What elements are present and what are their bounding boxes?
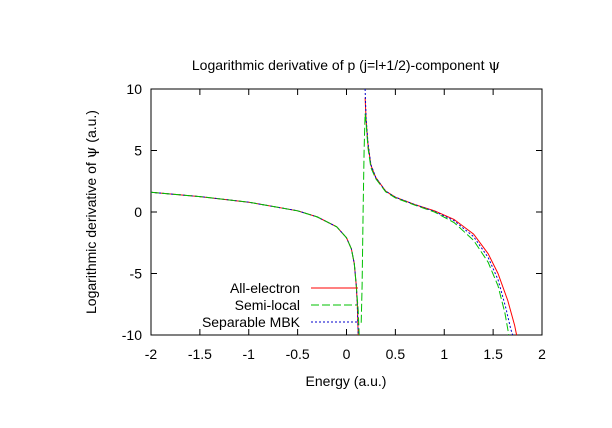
x-tick-label: 0 [343,346,351,362]
plot-frame [150,88,543,336]
x-tick-label: 0.5 [386,346,406,362]
x-tick-label: 1.5 [483,346,503,362]
y-tick-label: -5 [130,266,143,282]
legend-label: Separable MBK [202,314,301,330]
x-tick-label: 1 [440,346,448,362]
plot-area [150,88,543,336]
x-tick-label: 2 [538,346,546,362]
series-line-semi-local [360,113,510,336]
series-line-semi-local [150,191,360,336]
y-tick-label: 0 [134,204,142,220]
chart-title: Logarithmic derivative of p (j=l+1/2)-co… [192,56,500,74]
x-tick-label: -2 [145,346,158,362]
legend-label: Semi-local [235,297,300,313]
legend-label: All-electron [230,280,300,296]
series-line-all-electron [364,97,518,336]
x-tick-label: -1.5 [188,346,212,362]
tick-layer: -2 -1.5 -1 -0.5 0 0.5 1 1.5 2 -10 -5 0 5 10 [122,81,546,362]
y-tick-label: -10 [122,327,142,343]
y-tick-label: 5 [134,143,142,159]
y-axis-label: Logarithmic derivative of ψ (a.u.) [82,110,100,314]
series-line-separable-mbk [364,88,514,336]
x-axis-label: Energy (a.u.) [306,373,387,389]
x-tick-label: -0.5 [286,346,310,362]
y-tick-label: 10 [126,81,142,97]
curves-layer [150,88,518,336]
x-tick-label: -1 [243,346,256,362]
